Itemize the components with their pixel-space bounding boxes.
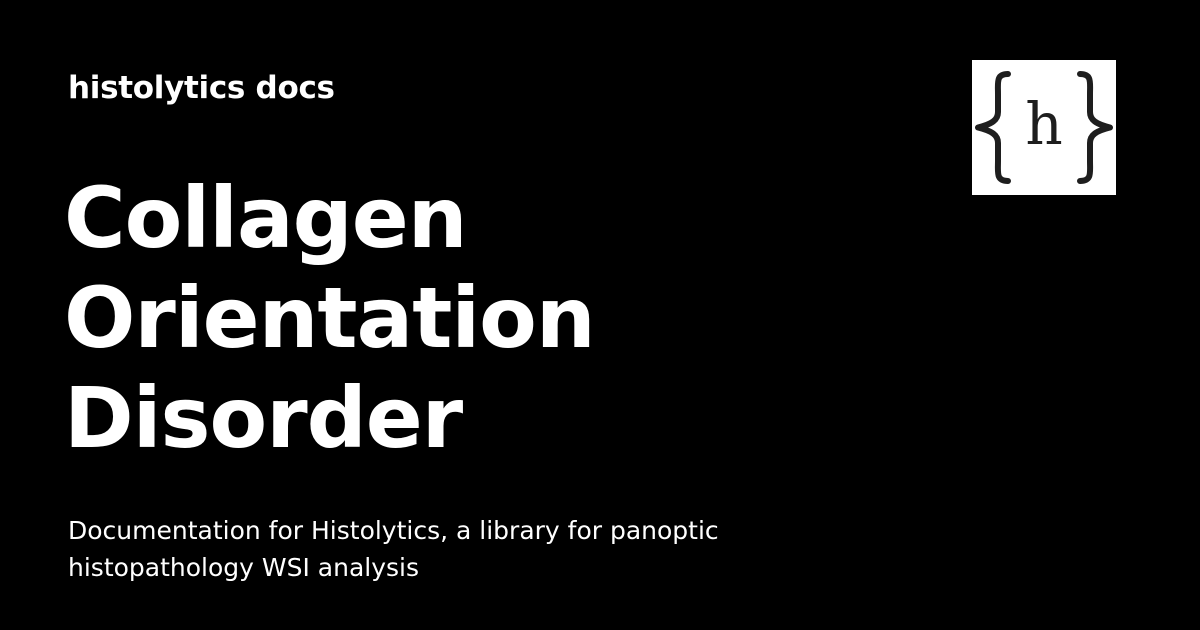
page-description: Documentation for Histolytics, a library…	[68, 516, 719, 582]
curly-brace-h-logo-icon: h	[975, 71, 1113, 184]
page-title-line-3: Disorder	[64, 369, 463, 467]
logo: h	[972, 60, 1116, 195]
page-title: Collagen Orientation Disorder	[64, 168, 884, 468]
page-title-line-2: Orientation	[64, 269, 596, 367]
site-name: histolytics docs	[68, 70, 335, 106]
page-title-line-1: Collagen	[64, 169, 468, 267]
logo-letter: h	[1025, 90, 1062, 158]
